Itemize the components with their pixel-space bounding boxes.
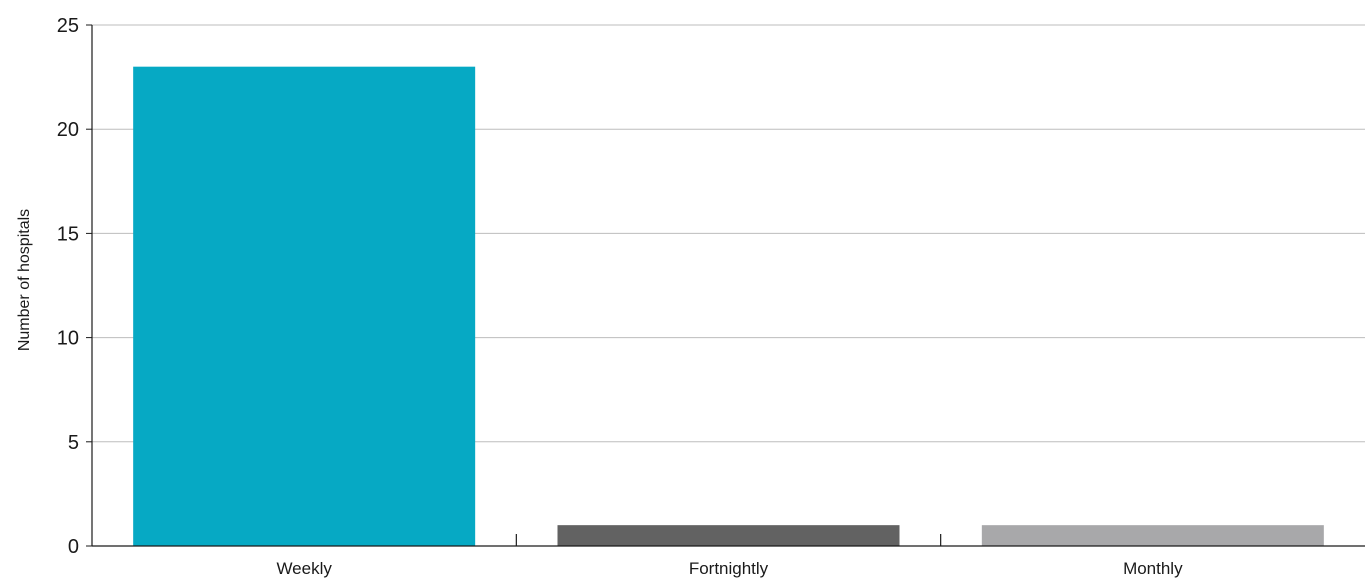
y-tick-label: 10	[57, 328, 79, 350]
x-category-labels: Weekly Fortnightly Monthly	[276, 559, 1183, 578]
bar-fortnightly	[557, 525, 900, 546]
bar-weekly	[133, 66, 476, 547]
y-tick-label: 0	[68, 536, 79, 558]
bars	[133, 66, 1324, 547]
x-category-label: Monthly	[1123, 559, 1183, 578]
x-category-label: Fortnightly	[689, 559, 769, 578]
bar-monthly	[981, 525, 1324, 546]
axes	[91, 25, 1365, 547]
y-tick-label: 20	[57, 119, 79, 141]
y-tick-labels: 0 5 10 15 20 25	[57, 15, 92, 558]
y-tick-label: 25	[57, 15, 79, 37]
x-category-label: Weekly	[276, 559, 332, 578]
y-tick-label: 5	[68, 432, 79, 454]
y-tick-label: 15	[57, 223, 79, 245]
y-axis-title: Number of hospitals	[16, 209, 33, 351]
